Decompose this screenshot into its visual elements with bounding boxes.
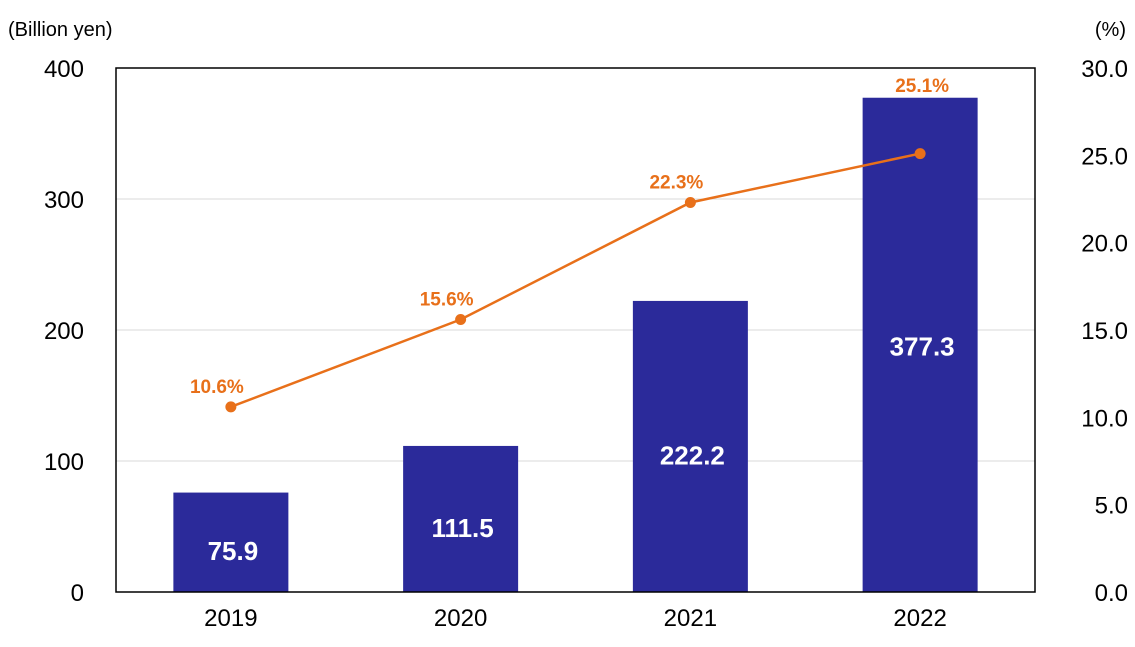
x-tick-label: 2019 xyxy=(204,605,257,632)
left-tick-label: 300 xyxy=(44,187,84,214)
bar-value-label: 75.9 xyxy=(208,536,259,566)
bar xyxy=(403,445,519,592)
line-value-label: 22.3% xyxy=(649,172,703,193)
line-value-label: 15.6% xyxy=(420,290,474,311)
line-point xyxy=(684,196,696,208)
left-tick-label: 0 xyxy=(71,580,84,607)
x-tick-label: 2020 xyxy=(434,605,487,632)
line-value-label: 10.6% xyxy=(190,377,244,398)
bar-series: 75.9 111.5 222.2 377.3 xyxy=(173,97,978,592)
line-value-label: 25.1% xyxy=(895,76,949,97)
axes: (Billion yen) (%) 0 100 200 300 400 0.0 5.0 10.… xyxy=(8,19,1128,632)
x-tick-label: 2021 xyxy=(664,605,717,632)
line-point xyxy=(914,148,926,160)
right-tick-label: 0.0 xyxy=(1095,580,1128,607)
left-tick-label: 100 xyxy=(44,449,84,476)
right-tick-label: 10.0 xyxy=(1081,405,1128,432)
bar xyxy=(862,97,978,592)
right-axis-unit: (%) xyxy=(1095,19,1126,41)
line-series: 10.6% 15.6% 22.3% 25.1% xyxy=(190,76,949,413)
left-tick-label: 400 xyxy=(44,56,84,83)
right-tick-label: 15.0 xyxy=(1081,318,1128,345)
line-point xyxy=(225,401,237,413)
left-axis-unit: (Billion yen) xyxy=(8,19,112,41)
bar-value-label: 111.5 xyxy=(432,513,494,543)
left-tick-label: 200 xyxy=(44,318,84,345)
right-tick-label: 30.0 xyxy=(1081,56,1128,83)
right-tick-label: 20.0 xyxy=(1081,231,1128,258)
line-path xyxy=(230,152,921,409)
right-tick-label: 5.0 xyxy=(1095,493,1128,520)
bar-value-label: 222.2 xyxy=(660,440,725,470)
x-tick-label: 2022 xyxy=(893,605,946,632)
line-point xyxy=(455,314,467,326)
plot-area-frame xyxy=(115,67,1036,593)
bar xyxy=(173,492,289,592)
bar-value-label: 377.3 xyxy=(890,332,955,362)
bar xyxy=(632,300,748,592)
right-tick-label: 25.0 xyxy=(1081,143,1128,170)
